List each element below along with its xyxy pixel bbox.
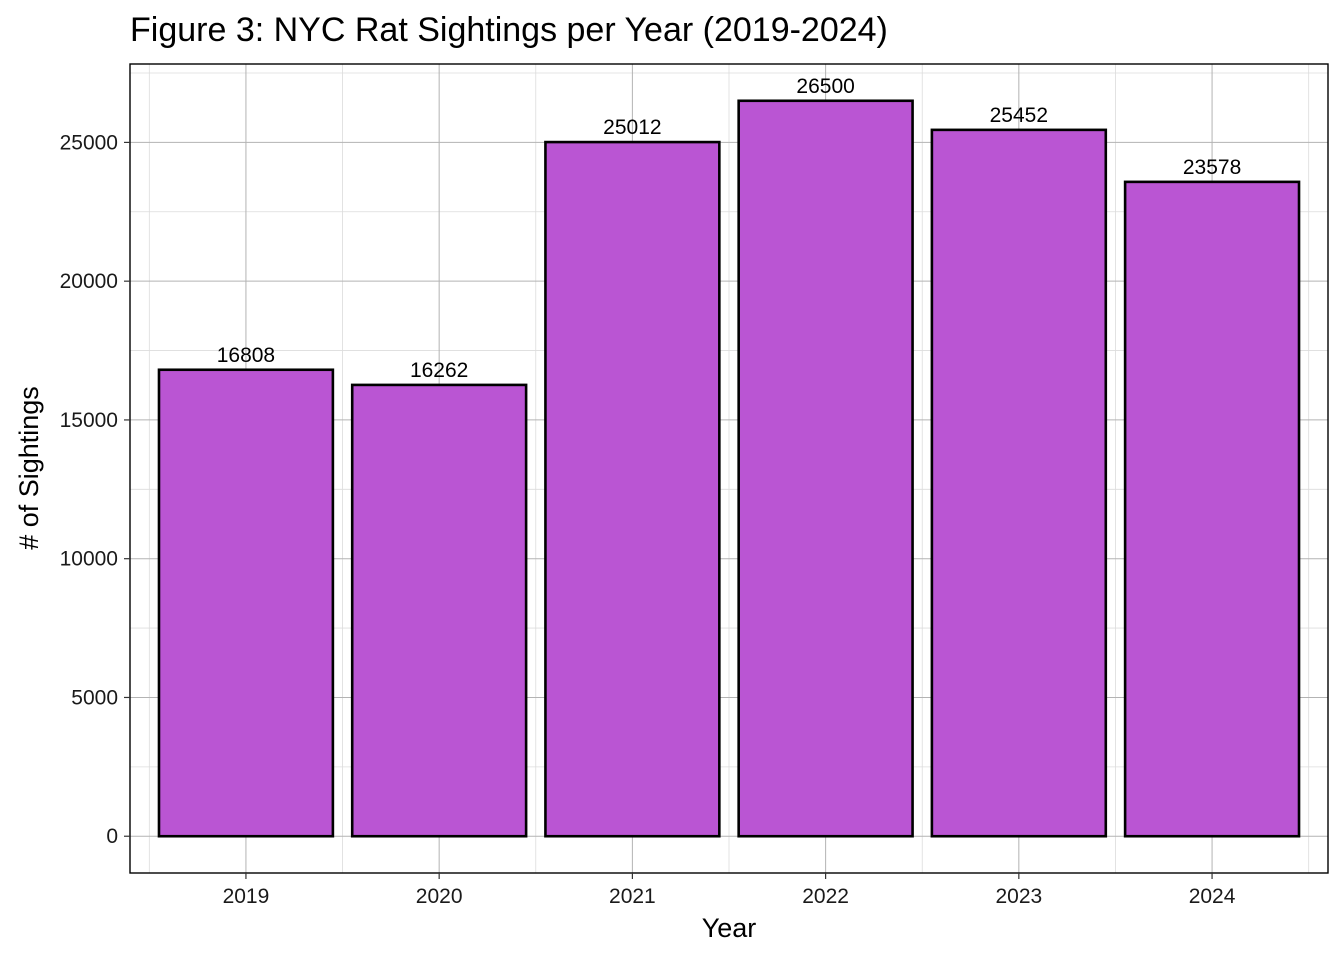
data-label-2022: 26500 <box>796 75 854 98</box>
x-tick-label-2019: 2019 <box>223 885 270 908</box>
data-labels: 16808 16262 25012 26500 25452 23578 <box>217 75 1242 382</box>
bar-2024 <box>1123 180 1301 838</box>
bar-2019 <box>157 368 335 838</box>
data-label-2021: 25012 <box>603 116 661 139</box>
x-tick-label-2021: 2021 <box>609 885 656 908</box>
y-axis-title: # of Sightings <box>14 386 44 550</box>
bar-2021 <box>544 140 721 838</box>
data-label-2020: 16262 <box>410 359 468 382</box>
data-label-2023: 25452 <box>990 104 1048 127</box>
x-axis: 2019 2020 2021 2022 2023 2024 <box>223 873 1236 908</box>
panel-border <box>129 63 1329 874</box>
data-label-2024: 23578 <box>1183 156 1241 179</box>
y-tick-label: 0 <box>106 825 118 848</box>
x-tick-label-2024: 2024 <box>1189 885 1236 908</box>
bars <box>157 99 1301 838</box>
x-tick-label-2023: 2023 <box>995 885 1042 908</box>
y-tick-label: 25000 <box>60 131 118 154</box>
y-tick-label: 15000 <box>60 409 118 432</box>
data-label-2019: 16808 <box>217 344 275 367</box>
y-tick-label: 10000 <box>60 548 118 571</box>
x-axis-title: Year <box>702 913 757 943</box>
y-tick-label: 5000 <box>71 686 118 709</box>
y-tick-label: 20000 <box>60 270 118 293</box>
bar-2020 <box>350 383 528 838</box>
bar-2022 <box>737 99 914 838</box>
chart-title: Figure 3: NYC Rat Sightings per Year (20… <box>130 11 888 49</box>
bar-2023 <box>930 128 1108 838</box>
y-axis: 0 5000 10000 15000 20000 25000 <box>60 131 130 848</box>
x-tick-label-2020: 2020 <box>416 885 463 908</box>
x-tick-label-2022: 2022 <box>802 885 849 908</box>
